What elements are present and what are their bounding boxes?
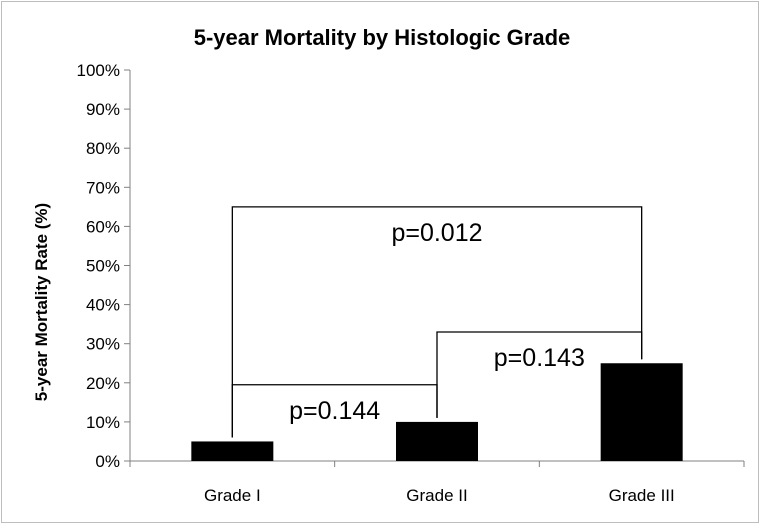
bars bbox=[191, 363, 683, 461]
y-tick-label: 0% bbox=[95, 452, 120, 471]
significance-annotations: p=0.012 p=0.143 p=0.144 bbox=[231, 206, 643, 438]
y-tick-label: 20% bbox=[86, 374, 120, 393]
y-tick-label: 60% bbox=[86, 217, 120, 236]
x-tick-labels: Grade I Grade II Grade III bbox=[204, 486, 675, 505]
y-tick-label: 70% bbox=[86, 178, 120, 197]
category-label: Grade II bbox=[406, 486, 467, 505]
y-tick-label: 90% bbox=[86, 100, 120, 119]
bar-3 bbox=[600, 363, 683, 461]
chart-title: 5-year Mortality by Histologic Grade bbox=[194, 25, 571, 50]
p-value-label: p=0.012 bbox=[391, 219, 482, 247]
bar-2 bbox=[396, 421, 478, 461]
category-label: Grade I bbox=[204, 486, 261, 505]
y-tick-label: 80% bbox=[86, 139, 120, 158]
y-axis-label: 5-year Mortality Rate (%) bbox=[32, 203, 51, 401]
y-tick-label: 10% bbox=[86, 413, 120, 432]
significance-bracket bbox=[231, 384, 438, 438]
y-tick-label: 40% bbox=[86, 296, 120, 315]
bar-1 bbox=[191, 441, 274, 461]
p-value-label: p=0.143 bbox=[494, 344, 585, 372]
y-tick-label: 30% bbox=[86, 335, 120, 354]
y-tick-labels: 0% 10% 20% 30% 40% 50% 60% 70% 80% 90% 100% bbox=[77, 61, 120, 471]
y-tick-label: 50% bbox=[86, 257, 120, 276]
p-value-label: p=0.144 bbox=[289, 397, 380, 425]
significance-bracket bbox=[436, 331, 643, 418]
category-label: Grade III bbox=[609, 486, 675, 505]
y-tick-label: 100% bbox=[77, 61, 120, 80]
significance-bracket bbox=[231, 206, 643, 438]
